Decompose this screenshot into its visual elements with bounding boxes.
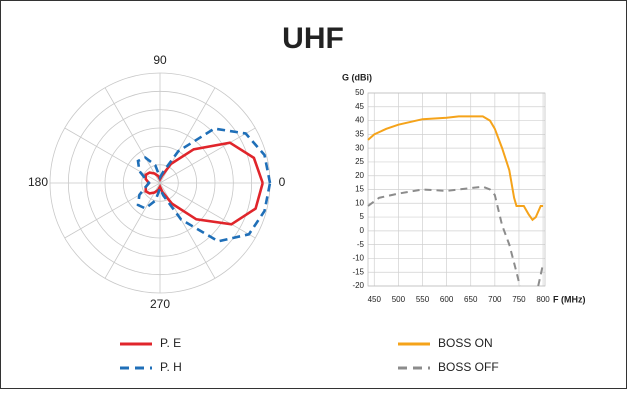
x-tick-label: 650 (464, 295, 478, 304)
plot-frame (367, 92, 546, 287)
y-tick-label: 20 (355, 171, 364, 180)
title: UHF (282, 22, 344, 55)
angle-label: 90 (153, 53, 167, 67)
angle-label: 0 (279, 175, 286, 189)
y-tick-label: 15 (355, 185, 364, 194)
x-tick-label: 500 (392, 295, 406, 304)
angle-label: 180 (28, 175, 48, 189)
x-axis-label: F (MHz) (553, 294, 586, 304)
y-axis-label: G (dBi) (342, 72, 372, 82)
y-tick-label: 25 (355, 157, 364, 166)
polar-curve (136, 127, 272, 243)
x-tick-label: 450 (368, 295, 382, 304)
polar-spoke (159, 127, 256, 184)
series-line (367, 115, 544, 222)
y-tick-label: 10 (355, 198, 364, 207)
x-tick-label: 800 (536, 295, 550, 304)
x-tick-label: 700 (488, 295, 502, 304)
series-line (367, 185, 545, 287)
legend-label: P. H (160, 360, 182, 374)
y-tick-label: 5 (360, 212, 365, 221)
polar-spoke (159, 182, 256, 239)
polar-spoke (64, 182, 161, 239)
y-tick-label: -5 (357, 240, 365, 249)
x-tick-label: 550 (416, 295, 430, 304)
angle-label: 270 (150, 297, 170, 311)
y-tick-label: 40 (355, 116, 364, 125)
polar-spoke (104, 87, 161, 184)
y-tick-label: 45 (355, 102, 364, 111)
y-tick-label: -20 (352, 281, 364, 290)
y-tick-label: 30 (355, 143, 364, 152)
legend-label: BOSS ON (438, 336, 493, 350)
y-tick-label: 0 (360, 226, 365, 235)
y-tick-label: 35 (355, 129, 364, 138)
y-tick-label: 50 (355, 88, 364, 97)
legend-label: P. E (160, 336, 181, 350)
legend-label: BOSS OFF (438, 360, 499, 374)
polar-spoke (64, 127, 161, 184)
polar-spoke (104, 182, 161, 279)
x-tick-label: 750 (512, 295, 526, 304)
y-tick-label: -10 (352, 254, 364, 263)
y-tick-label: -15 (352, 267, 364, 276)
x-tick-label: 600 (440, 295, 454, 304)
